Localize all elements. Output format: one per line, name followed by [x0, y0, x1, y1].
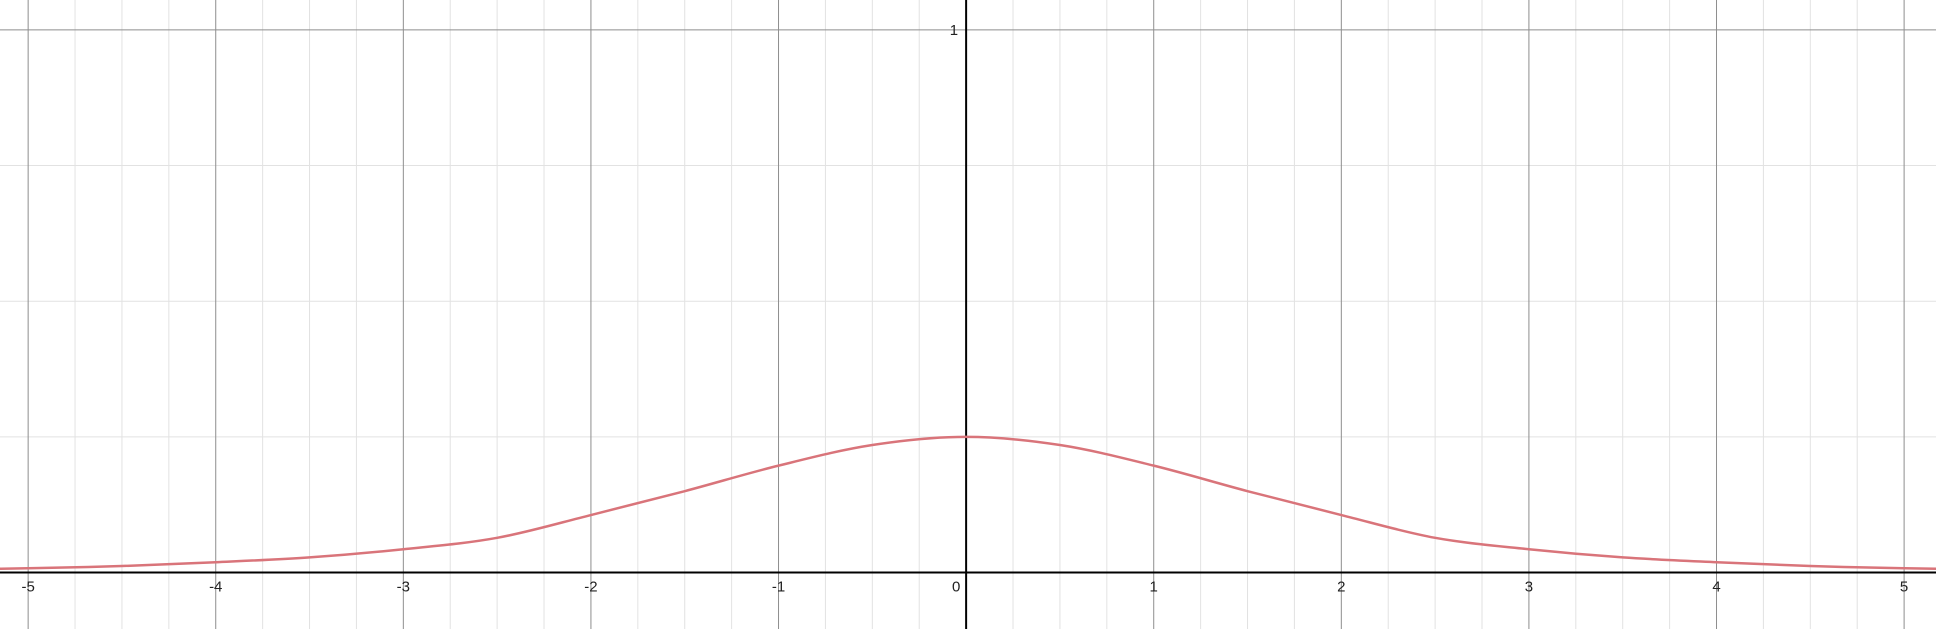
x-tick-label: -1	[772, 579, 785, 596]
tick-labels: -5 -4 -3 -2 -1 0 1 2 3 4 5 1	[21, 22, 1908, 596]
series-line-0	[0, 435, 1936, 571]
x-tick-label: 0	[952, 579, 960, 596]
x-tick-label: -4	[209, 579, 222, 596]
y-tick-label: 1	[950, 22, 958, 39]
x-tick-label: 5	[1900, 579, 1908, 596]
x-tick-label: 2	[1337, 579, 1345, 596]
x-tick-label: -2	[584, 579, 597, 596]
x-tick-label: -3	[397, 579, 410, 596]
x-tick-label: 4	[1712, 579, 1720, 596]
plot-curves	[0, 435, 1936, 571]
x-tick-label: 3	[1525, 579, 1533, 596]
x-tick-label: 1	[1150, 579, 1158, 596]
x-tick-label: -5	[21, 579, 34, 596]
